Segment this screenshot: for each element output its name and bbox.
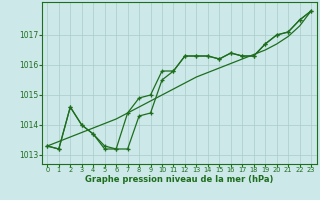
X-axis label: Graphe pression niveau de la mer (hPa): Graphe pression niveau de la mer (hPa) [85,175,273,184]
